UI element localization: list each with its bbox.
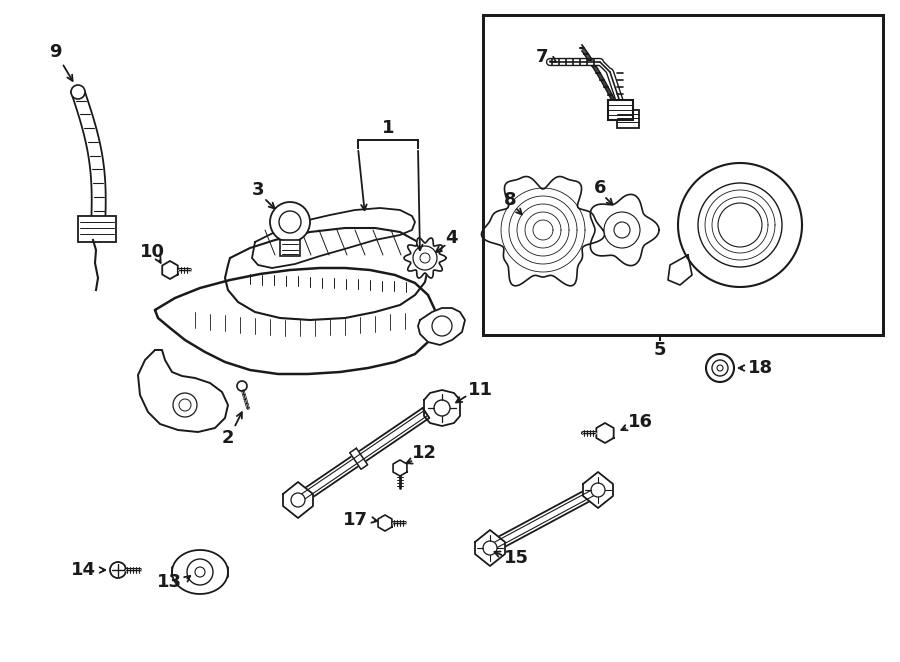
- Polygon shape: [597, 423, 614, 443]
- Circle shape: [413, 246, 437, 270]
- Polygon shape: [482, 177, 605, 286]
- Circle shape: [270, 202, 310, 242]
- Circle shape: [698, 183, 782, 267]
- Text: 10: 10: [140, 243, 165, 261]
- Text: 12: 12: [412, 444, 437, 462]
- Polygon shape: [225, 228, 428, 320]
- Text: 1: 1: [382, 119, 394, 137]
- Text: 11: 11: [468, 381, 493, 399]
- Circle shape: [604, 212, 640, 248]
- Bar: [617, 110, 639, 128]
- Text: 9: 9: [49, 43, 61, 61]
- Circle shape: [291, 493, 305, 507]
- Text: 13: 13: [157, 573, 182, 591]
- Polygon shape: [252, 208, 415, 268]
- Text: 6: 6: [594, 179, 607, 197]
- Polygon shape: [424, 390, 460, 426]
- Circle shape: [420, 253, 430, 263]
- Text: 5: 5: [653, 341, 666, 359]
- Polygon shape: [668, 255, 692, 285]
- Polygon shape: [155, 268, 435, 374]
- Circle shape: [195, 567, 205, 577]
- Circle shape: [483, 541, 497, 555]
- Polygon shape: [418, 308, 465, 345]
- Bar: [280, 240, 300, 256]
- Polygon shape: [283, 482, 313, 518]
- Text: 17: 17: [343, 511, 368, 529]
- Polygon shape: [393, 460, 407, 476]
- Text: 18: 18: [748, 359, 773, 377]
- Circle shape: [717, 365, 723, 371]
- Text: 15: 15: [504, 549, 529, 567]
- Text: 7: 7: [536, 48, 548, 66]
- Polygon shape: [162, 261, 178, 279]
- Polygon shape: [294, 408, 429, 505]
- Circle shape: [110, 562, 126, 578]
- Text: 3: 3: [252, 181, 265, 199]
- Circle shape: [71, 85, 85, 99]
- Circle shape: [614, 222, 630, 238]
- Circle shape: [173, 393, 197, 417]
- Polygon shape: [475, 530, 505, 566]
- Circle shape: [279, 211, 301, 233]
- Polygon shape: [590, 195, 659, 265]
- Circle shape: [434, 400, 450, 416]
- Polygon shape: [487, 485, 601, 553]
- Circle shape: [187, 559, 213, 585]
- Circle shape: [712, 360, 728, 376]
- Text: 16: 16: [628, 413, 653, 431]
- Polygon shape: [138, 350, 228, 432]
- Polygon shape: [583, 472, 613, 508]
- Polygon shape: [378, 515, 392, 531]
- Bar: [483, 15, 883, 335]
- Text: 2: 2: [221, 429, 234, 447]
- Polygon shape: [350, 448, 367, 469]
- Bar: [608, 100, 633, 120]
- Bar: [78, 216, 116, 242]
- Circle shape: [432, 316, 452, 336]
- Text: 8: 8: [504, 191, 517, 209]
- Circle shape: [591, 483, 605, 497]
- Polygon shape: [172, 550, 228, 594]
- Bar: [483, 15, 883, 335]
- Text: 4: 4: [445, 229, 457, 247]
- Circle shape: [718, 203, 762, 247]
- Circle shape: [237, 381, 247, 391]
- Text: 14: 14: [71, 561, 96, 579]
- Polygon shape: [678, 163, 802, 287]
- Polygon shape: [404, 238, 446, 278]
- Circle shape: [179, 399, 191, 411]
- Circle shape: [706, 354, 734, 382]
